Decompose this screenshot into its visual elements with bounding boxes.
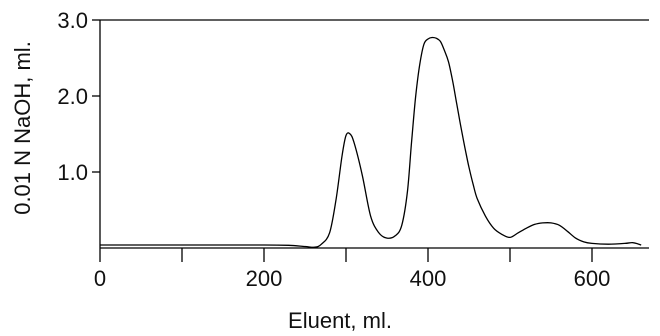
series-line — [100, 36, 642, 248]
y-tick-label: 3.0 — [57, 8, 88, 33]
x-tick-label: 600 — [574, 266, 611, 291]
x-tick-label: 200 — [246, 266, 283, 291]
x-tick-label: 0 — [94, 266, 106, 291]
y-axis-title: 0.01 N NaOH, ml. — [10, 41, 35, 215]
x-tick-label: 400 — [410, 266, 447, 291]
y-tick-label: 1.0 — [57, 160, 88, 185]
axes — [99, 19, 649, 249]
y-tick-label: 2.0 — [57, 84, 88, 109]
x-axis-title: Eluent, ml. — [288, 308, 392, 333]
ticks: 0 200 400 600 1.0 2.0 3.0 — [57, 8, 610, 291]
